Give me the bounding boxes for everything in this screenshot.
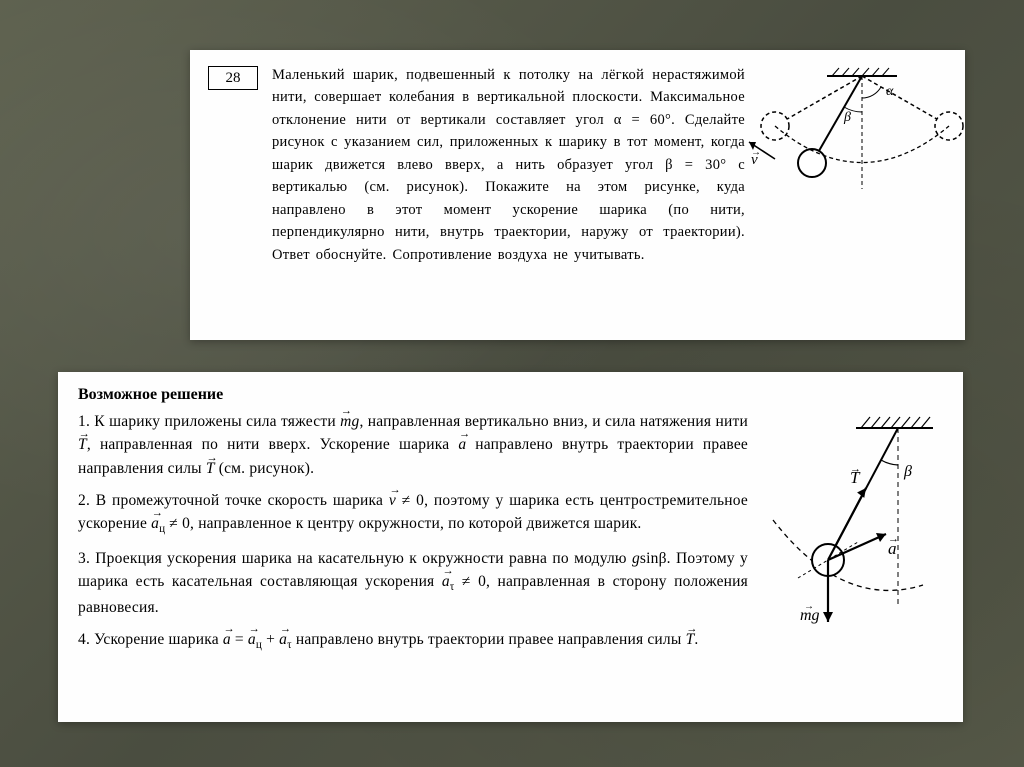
svg-text:→: → bbox=[751, 147, 761, 158]
alpha-label: α bbox=[886, 84, 894, 99]
svg-text:→: → bbox=[888, 533, 899, 545]
svg-text:→: → bbox=[850, 463, 861, 475]
pendulum-diagram-icon: α β v → bbox=[757, 64, 947, 224]
problem-figure: α β v → bbox=[757, 64, 947, 326]
t-vector: T bbox=[78, 433, 87, 456]
a-centripetal: a bbox=[151, 512, 159, 535]
problem-text: Маленький шарик, подвешенный к потолку н… bbox=[272, 64, 745, 326]
svg-text:→: → bbox=[804, 601, 814, 612]
problem-card: 28 Маленький шарик, подвешенный к потолк… bbox=[190, 50, 965, 340]
solution-step-2: 2. В промежуточной точке скорость шарика… bbox=[78, 489, 748, 538]
v-vector: v bbox=[389, 489, 396, 512]
solution-step-3: 3. Проекция ускорения шарика на касатель… bbox=[78, 547, 748, 619]
t-vector-2: T bbox=[206, 457, 215, 480]
a-vector: a bbox=[458, 433, 466, 456]
solution-step-4: 4. Ускорение шарика a = aц + aτ направле… bbox=[78, 628, 748, 654]
solution-body: 1. К шарику приложены сила тяжести mg, н… bbox=[78, 410, 943, 663]
beta-label-2: β bbox=[903, 463, 912, 480]
solution-card: Возможное решение 1. К шарику приложены … bbox=[58, 372, 963, 722]
a-tangential: a bbox=[442, 570, 450, 593]
solution-title: Возможное решение bbox=[78, 386, 943, 404]
mg-vector: mg bbox=[340, 410, 359, 433]
problem-number: 28 bbox=[226, 70, 241, 87]
solution-figure: β T → a → mg → bbox=[758, 410, 943, 640]
solution-step-1: 1. К шарику приложены сила тяжести mg, н… bbox=[78, 410, 748, 480]
beta-label: β bbox=[843, 110, 851, 125]
force-diagram-icon: β T → a → mg → bbox=[758, 410, 943, 640]
solution-text: 1. К шарику приложены сила тяжести mg, н… bbox=[78, 410, 748, 663]
problem-number-box: 28 bbox=[208, 66, 258, 90]
